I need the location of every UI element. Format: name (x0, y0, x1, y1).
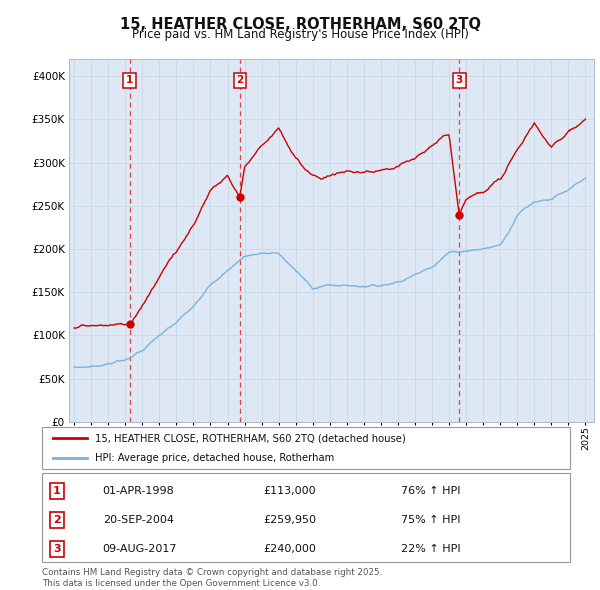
Text: 2: 2 (53, 515, 61, 525)
Text: £240,000: £240,000 (264, 545, 317, 554)
Text: 3: 3 (456, 76, 463, 86)
Text: 2: 2 (236, 76, 244, 86)
Text: 1: 1 (53, 486, 61, 496)
Text: 76% ↑ HPI: 76% ↑ HPI (401, 486, 461, 496)
Text: 3: 3 (53, 545, 61, 554)
Text: Price paid vs. HM Land Registry's House Price Index (HPI): Price paid vs. HM Land Registry's House … (131, 28, 469, 41)
Text: HPI: Average price, detached house, Rotherham: HPI: Average price, detached house, Roth… (95, 453, 334, 463)
Text: £113,000: £113,000 (264, 486, 316, 496)
Text: 09-AUG-2017: 09-AUG-2017 (103, 545, 177, 554)
Text: 15, HEATHER CLOSE, ROTHERHAM, S60 2TQ: 15, HEATHER CLOSE, ROTHERHAM, S60 2TQ (119, 17, 481, 31)
Text: Contains HM Land Registry data © Crown copyright and database right 2025.
This d: Contains HM Land Registry data © Crown c… (42, 568, 382, 588)
Text: 15, HEATHER CLOSE, ROTHERHAM, S60 2TQ (detached house): 15, HEATHER CLOSE, ROTHERHAM, S60 2TQ (d… (95, 433, 406, 443)
Text: £259,950: £259,950 (264, 515, 317, 525)
FancyBboxPatch shape (42, 473, 570, 562)
Text: 22% ↑ HPI: 22% ↑ HPI (401, 545, 461, 554)
Text: 20-SEP-2004: 20-SEP-2004 (103, 515, 174, 525)
Text: 75% ↑ HPI: 75% ↑ HPI (401, 515, 461, 525)
Text: 1: 1 (126, 76, 133, 86)
FancyBboxPatch shape (42, 427, 570, 469)
Text: 01-APR-1998: 01-APR-1998 (103, 486, 175, 496)
